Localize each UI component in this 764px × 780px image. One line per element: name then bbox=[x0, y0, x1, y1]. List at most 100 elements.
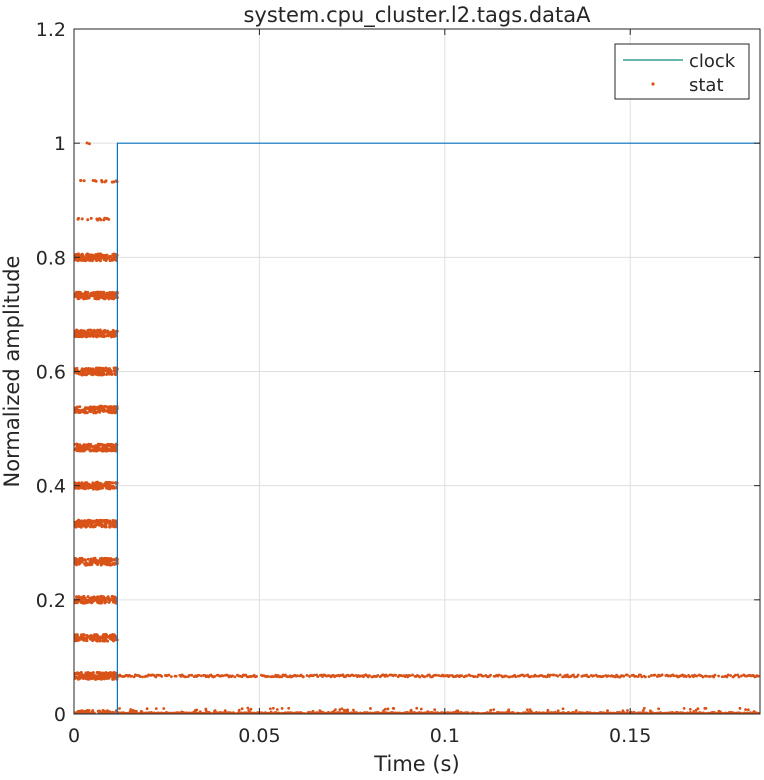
stat-point bbox=[85, 524, 89, 528]
stat-point bbox=[100, 369, 104, 373]
stat-point bbox=[80, 558, 84, 562]
stat-point bbox=[103, 710, 107, 714]
stat-point bbox=[75, 519, 79, 523]
stat-point bbox=[682, 707, 686, 710]
stat-point bbox=[103, 297, 107, 301]
stat-point bbox=[85, 252, 89, 256]
stat-point bbox=[704, 707, 708, 710]
stat-point bbox=[455, 709, 459, 713]
stat-point bbox=[549, 673, 552, 677]
stat-point bbox=[649, 674, 653, 677]
stat-point bbox=[231, 674, 234, 678]
stat-point bbox=[606, 709, 609, 713]
stat-point bbox=[77, 411, 81, 415]
stat-point bbox=[81, 673, 85, 677]
stat-point bbox=[106, 410, 110, 414]
stat-point bbox=[643, 675, 647, 679]
stat-point bbox=[103, 672, 107, 676]
stat-point bbox=[423, 675, 426, 679]
stat-point bbox=[91, 371, 95, 375]
stat-point bbox=[80, 596, 84, 600]
stat-point bbox=[101, 639, 105, 643]
stat-point bbox=[99, 296, 103, 300]
stat-point bbox=[75, 522, 79, 526]
stat-point bbox=[77, 560, 81, 564]
stat-point bbox=[110, 594, 114, 598]
stat-point bbox=[114, 449, 118, 453]
stat-point bbox=[75, 447, 79, 451]
stat-point bbox=[87, 444, 91, 448]
stat-point bbox=[91, 671, 95, 675]
stat-point bbox=[114, 671, 118, 675]
stat-point bbox=[481, 674, 485, 678]
stat-point bbox=[104, 525, 108, 529]
stat-point bbox=[96, 448, 100, 452]
stat-point bbox=[705, 674, 708, 678]
stat-point bbox=[114, 405, 118, 409]
stat-point bbox=[75, 332, 79, 336]
stat-point bbox=[97, 369, 101, 373]
stat-point bbox=[448, 674, 452, 677]
stat-point bbox=[130, 674, 134, 678]
stat-point bbox=[100, 485, 104, 489]
stat-point bbox=[305, 674, 309, 677]
stat-point bbox=[318, 709, 322, 713]
stat-point bbox=[102, 218, 106, 222]
stat-point bbox=[190, 673, 194, 677]
stat-point bbox=[112, 254, 116, 258]
stat-point bbox=[640, 675, 644, 679]
stat-point bbox=[89, 291, 93, 295]
stat-point bbox=[91, 179, 95, 182]
stat-point bbox=[89, 408, 93, 412]
stat-point bbox=[93, 520, 97, 524]
stat-point bbox=[75, 595, 79, 599]
stat-point bbox=[660, 673, 664, 677]
stat-point bbox=[468, 674, 472, 678]
stat-point bbox=[74, 406, 77, 410]
x-tick-label-2: 0.1 bbox=[430, 725, 460, 747]
y-tick-label-1: 0.2 bbox=[36, 590, 66, 612]
stat-point bbox=[78, 258, 82, 262]
y-tick-label-4: 0.8 bbox=[36, 247, 66, 269]
stat-point bbox=[92, 638, 96, 642]
stat-point bbox=[95, 559, 99, 563]
stat-point bbox=[110, 372, 114, 376]
stat-point bbox=[180, 710, 184, 714]
stat-point bbox=[106, 639, 110, 643]
stat-point bbox=[83, 558, 87, 562]
stat-point bbox=[345, 708, 349, 712]
stat-point bbox=[592, 674, 596, 678]
stat-point bbox=[99, 290, 103, 294]
stat-point bbox=[85, 520, 89, 524]
stat-point bbox=[606, 674, 610, 678]
stat-point bbox=[95, 480, 99, 484]
stat-point bbox=[101, 405, 105, 409]
stat-point bbox=[110, 180, 114, 184]
stat-point bbox=[757, 711, 760, 714]
stat-point bbox=[90, 677, 94, 681]
stat-point bbox=[99, 559, 103, 563]
stat-point bbox=[90, 334, 94, 338]
stat-point bbox=[198, 710, 202, 714]
stat-point bbox=[506, 710, 510, 713]
stat-point bbox=[96, 218, 100, 222]
stat-point bbox=[316, 675, 320, 679]
stat-point bbox=[83, 483, 87, 487]
stat-point bbox=[84, 332, 88, 336]
stat-point bbox=[92, 558, 96, 562]
stat-point bbox=[101, 409, 105, 413]
stat-point bbox=[237, 708, 241, 712]
stat-point bbox=[280, 675, 284, 679]
stat-point bbox=[649, 709, 652, 713]
stat-point bbox=[90, 600, 94, 604]
stat-point bbox=[94, 596, 98, 600]
stat-point bbox=[311, 709, 315, 713]
stat-point bbox=[184, 675, 188, 679]
stat-point bbox=[514, 675, 518, 679]
stat-point bbox=[112, 634, 116, 638]
stat-point bbox=[746, 708, 750, 712]
stat-point bbox=[98, 253, 102, 257]
stat-point bbox=[301, 675, 305, 679]
stat-point bbox=[162, 707, 166, 710]
